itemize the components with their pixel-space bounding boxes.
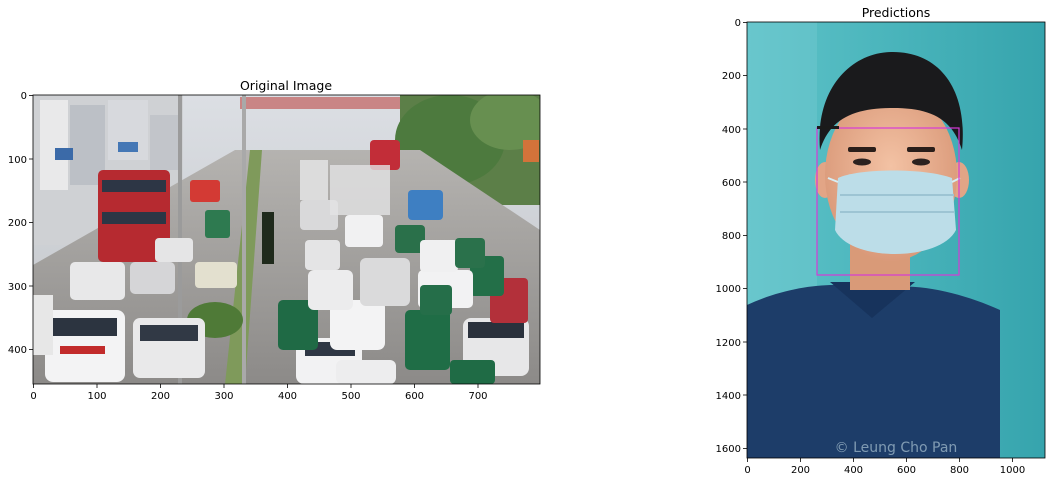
left-x-tick-label: 600 xyxy=(405,391,424,402)
left-x-tick-label: 400 xyxy=(278,391,297,402)
left-y-tick-label: 400 xyxy=(8,345,27,356)
left-x-tick-label: 200 xyxy=(151,391,170,402)
left-y-axis: 0 100 200 300 400 xyxy=(8,91,33,356)
prediction-box xyxy=(816,127,960,276)
right-x-tick-label: 600 xyxy=(897,465,916,476)
right-y-axis: 0 200 400 600 800 1000 1200 1400 1600 xyxy=(716,18,747,455)
left-axes-frame xyxy=(32,94,541,385)
right-x-tick-label: 800 xyxy=(950,465,969,476)
left-x-tick-label: 700 xyxy=(468,391,487,402)
left-y-tick-label: 0 xyxy=(21,91,27,102)
left-y-tick-label: 200 xyxy=(8,218,27,229)
right-y-tick-label: 400 xyxy=(722,125,741,136)
left-x-axis: 0 100 200 300 400 500 600 700 xyxy=(30,384,488,402)
right-y-tick-label: 1600 xyxy=(716,444,741,455)
left-x-tick-label: 100 xyxy=(87,391,106,402)
right-x-axis: 0 200 400 600 800 1000 xyxy=(744,458,1025,476)
left-x-tick-label: 300 xyxy=(214,391,233,402)
prediction-label-bar xyxy=(817,126,839,129)
right-y-tick-label: 600 xyxy=(722,178,741,189)
left-x-tick-label: 500 xyxy=(341,391,360,402)
right-y-tick-label: 200 xyxy=(722,71,741,82)
left-x-tick-label: 0 xyxy=(30,391,36,402)
right-x-tick-label: 400 xyxy=(844,465,863,476)
masked-person-photo: © Leung Cho Pan xyxy=(747,22,1045,458)
left-y-tick-label: 300 xyxy=(8,282,27,293)
right-y-tick-label: 1400 xyxy=(716,391,741,402)
left-panel-title: Original Image xyxy=(240,78,332,93)
right-y-tick-label: 1200 xyxy=(716,338,741,349)
right-x-tick-label: 0 xyxy=(744,465,750,476)
right-x-tick-label: 200 xyxy=(791,465,810,476)
right-y-tick-label: 1000 xyxy=(716,284,741,295)
traffic-photo xyxy=(33,95,540,384)
right-x-tick-label: 1000 xyxy=(1000,465,1025,476)
watermark: © Leung Cho Pan xyxy=(835,440,958,456)
right-y-tick-label: 800 xyxy=(722,231,741,242)
right-panel-title: Predictions xyxy=(862,5,931,20)
right-axes-frame xyxy=(746,21,1046,459)
left-y-tick-label: 100 xyxy=(8,155,27,166)
right-y-tick-label: 0 xyxy=(735,18,741,29)
